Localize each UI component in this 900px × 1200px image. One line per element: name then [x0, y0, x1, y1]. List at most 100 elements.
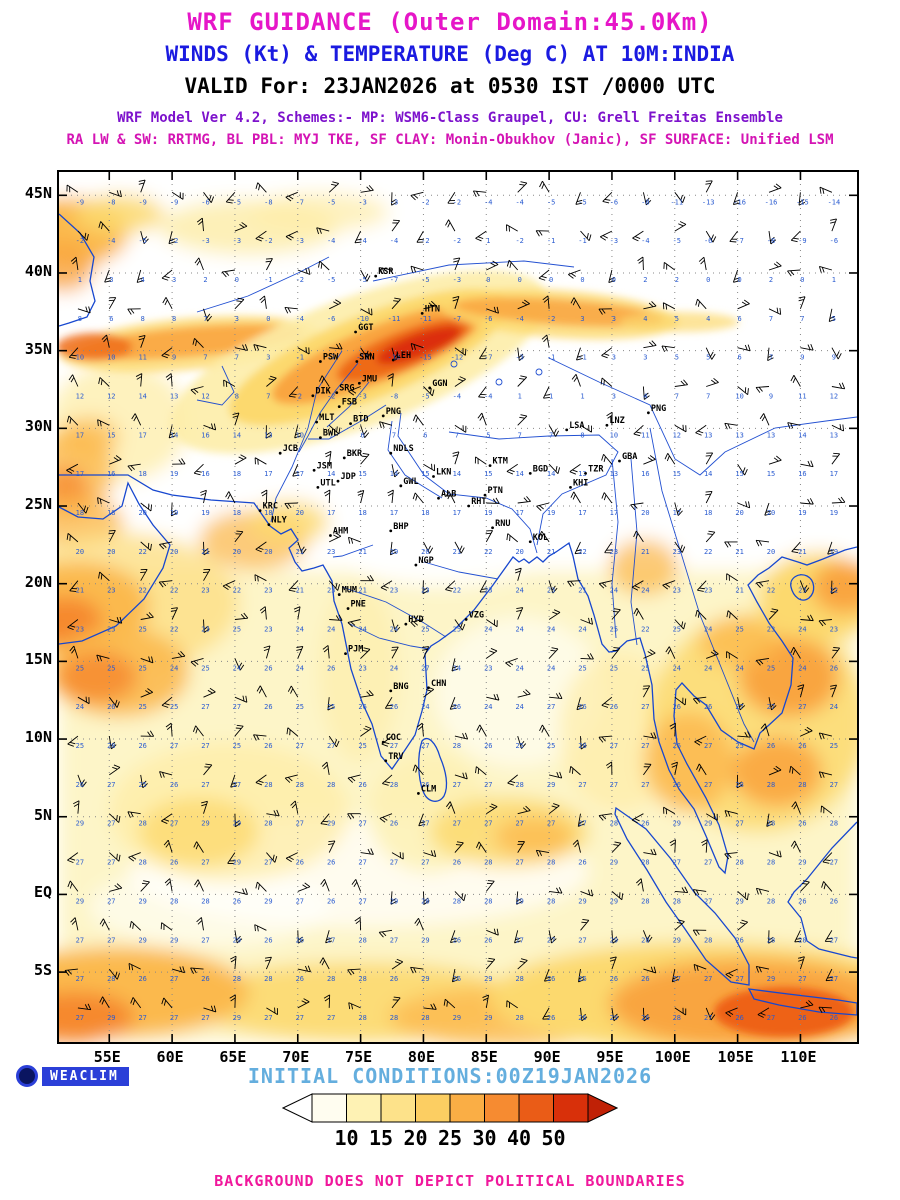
- wind-barb-layer: -9 -8 -9 -9 -6 -5 -8 -7 -5 -3 -3 -2 -2 -4 -4 -5 -5 -6 -8 -1…: [64, 179, 846, 1022]
- svg-text:27: 27: [735, 703, 743, 711]
- lon-tick-label: 85E: [470, 1048, 498, 1066]
- svg-text:14: 14: [170, 431, 178, 439]
- svg-text:24: 24: [421, 703, 429, 711]
- svg-text:29: 29: [233, 859, 241, 867]
- svg-text:24: 24: [673, 664, 681, 672]
- svg-text:29: 29: [138, 897, 146, 905]
- svg-text:26: 26: [484, 936, 492, 944]
- svg-text:-3: -3: [610, 237, 618, 245]
- svg-text:-5: -5: [421, 393, 429, 401]
- svg-text:15: 15: [484, 470, 492, 478]
- svg-text:26: 26: [170, 781, 178, 789]
- svg-text:4: 4: [643, 393, 647, 401]
- svg-text:-4: -4: [327, 237, 335, 245]
- svg-text:19: 19: [547, 509, 555, 517]
- svg-text:-4: -4: [484, 198, 492, 206]
- svg-text:27: 27: [233, 781, 241, 789]
- svg-text:HTN: HTN: [425, 304, 440, 314]
- scheme-line-1: WRF Model Ver 4.2, Schemes:- MP: WSM6-Cl…: [117, 110, 783, 126]
- svg-text:3: 3: [580, 315, 584, 323]
- weaclim-logo-icon: [16, 1065, 38, 1087]
- svg-text:27: 27: [170, 975, 178, 983]
- svg-text:23: 23: [327, 587, 335, 595]
- svg-text:KRC: KRC: [263, 502, 278, 512]
- svg-text:-4: -4: [358, 237, 366, 245]
- svg-text:24: 24: [170, 664, 178, 672]
- svg-text:27: 27: [767, 703, 775, 711]
- svg-text:28: 28: [264, 781, 272, 789]
- svg-text:JSM: JSM: [317, 461, 332, 471]
- colorbar-label: 30: [472, 1126, 497, 1150]
- svg-text:11: 11: [641, 431, 649, 439]
- svg-text:24: 24: [515, 626, 523, 634]
- svg-text:26: 26: [673, 781, 681, 789]
- svg-text:27: 27: [484, 820, 492, 828]
- coastline-layer: [58, 213, 858, 1016]
- lat-tick-label: EQ: [33, 883, 52, 902]
- svg-text:2: 2: [298, 393, 302, 401]
- svg-text:28: 28: [830, 820, 838, 828]
- svg-text:3: 3: [612, 393, 616, 401]
- svg-text:5: 5: [675, 354, 679, 362]
- svg-text:-4: -4: [641, 237, 649, 245]
- svg-text:27: 27: [327, 1014, 335, 1022]
- svg-text:28: 28: [515, 781, 523, 789]
- svg-text:-7: -7: [390, 276, 398, 284]
- svg-text:-4: -4: [453, 393, 461, 401]
- svg-text:27: 27: [201, 703, 209, 711]
- svg-text:BTD: BTD: [353, 415, 368, 425]
- svg-text:28: 28: [704, 936, 712, 944]
- svg-text:23: 23: [484, 587, 492, 595]
- svg-text:23: 23: [610, 548, 618, 556]
- svg-text:-5: -5: [233, 198, 241, 206]
- svg-text:27: 27: [358, 820, 366, 828]
- svg-text:0: 0: [235, 276, 239, 284]
- svg-text:10: 10: [610, 431, 618, 439]
- svg-text:5: 5: [675, 315, 679, 323]
- svg-text:27: 27: [390, 936, 398, 944]
- svg-text:28: 28: [233, 975, 241, 983]
- svg-text:6: 6: [737, 315, 741, 323]
- svg-text:-16: -16: [733, 198, 746, 206]
- svg-text:27: 27: [735, 820, 743, 828]
- svg-text:7: 7: [675, 393, 679, 401]
- svg-text:-6: -6: [201, 198, 209, 206]
- svg-text:27: 27: [704, 975, 712, 983]
- svg-text:27: 27: [641, 742, 649, 750]
- svg-text:26: 26: [578, 1014, 586, 1022]
- svg-text:-5: -5: [547, 198, 555, 206]
- svg-text:13: 13: [830, 431, 838, 439]
- svg-text:26: 26: [390, 820, 398, 828]
- svg-text:28: 28: [264, 820, 272, 828]
- svg-text:8: 8: [235, 393, 239, 401]
- svg-text:29: 29: [390, 897, 398, 905]
- svg-text:-13: -13: [702, 198, 715, 206]
- colorbar-label: 20: [403, 1126, 428, 1150]
- svg-text:25: 25: [830, 742, 838, 750]
- svg-text:27: 27: [327, 936, 335, 944]
- svg-text:-12: -12: [356, 354, 369, 362]
- svg-text:-1: -1: [264, 276, 272, 284]
- svg-text:23: 23: [107, 626, 115, 634]
- svg-text:26: 26: [296, 975, 304, 983]
- svg-text:26: 26: [673, 742, 681, 750]
- svg-text:25: 25: [515, 742, 523, 750]
- svg-text:28: 28: [421, 897, 429, 905]
- svg-text:-2: -2: [264, 237, 272, 245]
- svg-text:17: 17: [515, 509, 523, 517]
- svg-text:KHI: KHI: [573, 478, 588, 488]
- svg-text:27: 27: [76, 1014, 84, 1022]
- svg-text:-6: -6: [327, 315, 335, 323]
- svg-text:26: 26: [735, 936, 743, 944]
- svg-text:7: 7: [800, 315, 804, 323]
- svg-text:-1: -1: [578, 237, 586, 245]
- svg-text:28: 28: [453, 742, 461, 750]
- temperature-band-layer: [56, 270, 854, 1037]
- svg-text:PSW: PSW: [323, 353, 339, 363]
- svg-text:27: 27: [296, 820, 304, 828]
- svg-text:1: 1: [518, 393, 522, 401]
- svg-text:24: 24: [547, 664, 555, 672]
- svg-text:11: 11: [138, 354, 146, 362]
- svg-text:7: 7: [203, 354, 207, 362]
